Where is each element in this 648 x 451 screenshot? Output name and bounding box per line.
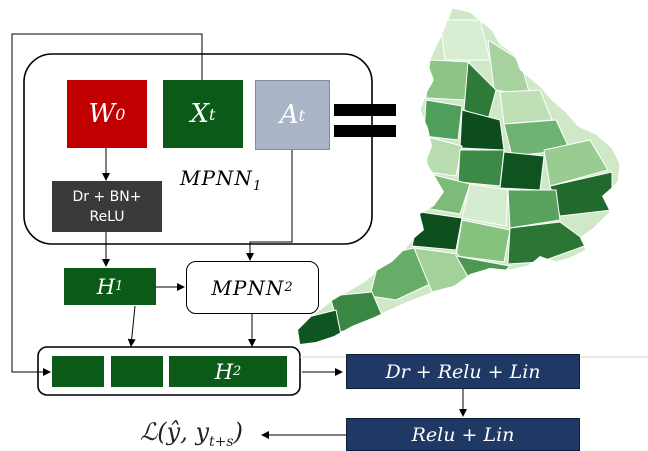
loss-label: ℒ(ŷ, yt+s)	[140, 418, 243, 450]
h1-label: H	[96, 274, 116, 299]
at-label: A	[279, 100, 299, 130]
equals-sign-bottom	[334, 125, 396, 137]
connectors	[11, 33, 467, 439]
w0-label: W	[88, 99, 116, 129]
h2-subscript: 2	[233, 364, 242, 379]
concat-segment-1	[52, 356, 104, 387]
england-map	[295, 7, 621, 345]
at-subscript: t	[298, 105, 306, 125]
loss-subscript: t+s	[209, 433, 234, 450]
relu-lin-label: Relu + Lin	[411, 423, 515, 446]
mpnn1-subscript: 1	[252, 179, 263, 194]
dr-relu-lin-block: Dr + Relu + Lin	[346, 354, 580, 389]
loss-close: )	[233, 418, 243, 446]
equals-sign-top	[334, 104, 396, 116]
mpnn1-main: MPNN	[180, 166, 253, 190]
w0-subscript: 0	[115, 104, 126, 124]
loss-main: ℒ(ŷ, y	[140, 418, 210, 446]
mpnn2-subscript: 2	[284, 280, 294, 295]
concat-segment-2	[111, 356, 163, 387]
relu-lin-block: Relu + Lin	[346, 418, 580, 451]
dr-relu-lin-label: Dr + Relu + Lin	[385, 360, 541, 383]
xt-subscript: t	[209, 104, 216, 124]
dr-bn-relu-line1: Dr + BN+	[72, 188, 142, 205]
h2-label: H	[214, 359, 234, 384]
concat-container	[37, 346, 301, 396]
mpnn1-container	[23, 53, 373, 245]
h1-subscript: 1	[115, 279, 124, 294]
xt-label: X	[190, 99, 210, 129]
mpnn1-label: MPNN1	[180, 166, 262, 194]
mpnn2-label: MPNN	[211, 275, 285, 300]
dr-bn-relu-line2: ReLU	[89, 208, 125, 225]
dr-bn-relu-block: Dr + BN+ ReLU	[52, 181, 162, 232]
mpnn2-block: MPNN 2	[186, 261, 319, 314]
